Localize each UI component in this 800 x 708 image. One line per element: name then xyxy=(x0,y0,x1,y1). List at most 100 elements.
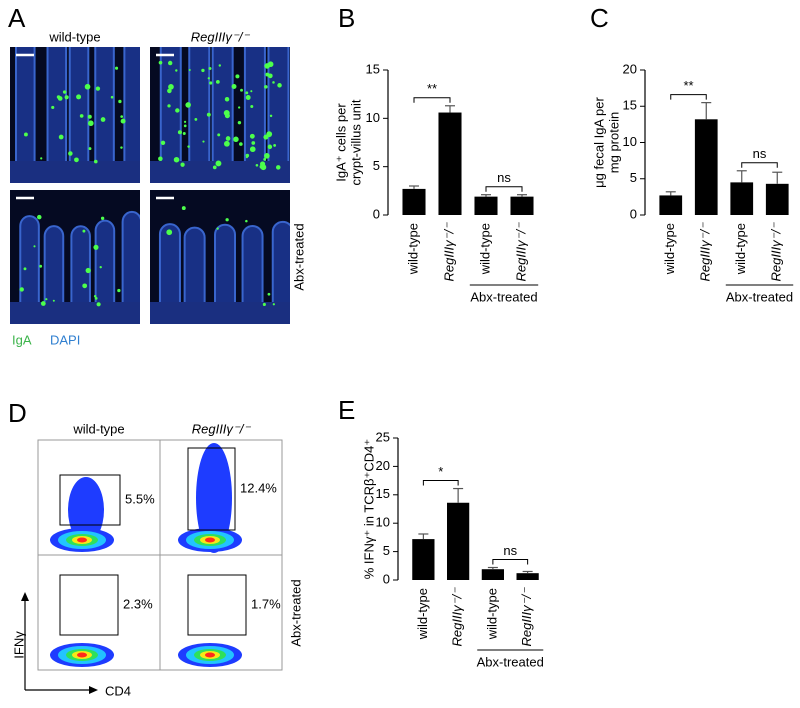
x-tick-label: wild-type xyxy=(477,223,492,275)
bar xyxy=(510,196,534,215)
bar xyxy=(659,195,683,215)
column-label: wild-type xyxy=(48,29,100,44)
iga-cell xyxy=(56,95,61,99)
density xyxy=(205,537,215,543)
iga-cell xyxy=(167,60,173,66)
iga-cell xyxy=(249,133,255,139)
iga-cell xyxy=(115,66,119,70)
iga-cell xyxy=(249,146,256,153)
x-tick-label: wild-type xyxy=(733,223,748,275)
y-tick-label: 0 xyxy=(373,206,380,221)
iga-cell xyxy=(263,157,267,161)
x-tick-label: wild-type xyxy=(662,223,677,275)
iga-cell xyxy=(237,106,241,109)
significance-bracket xyxy=(741,162,778,168)
villus xyxy=(121,210,140,324)
flow-x-label: CD4 xyxy=(105,683,131,698)
iga-cell xyxy=(118,99,122,104)
percentage: 5.5% xyxy=(125,491,155,506)
significance-label: ns xyxy=(753,146,767,161)
row-label: Abx-treated xyxy=(291,223,306,290)
bar xyxy=(481,569,504,580)
iga-cell xyxy=(117,288,121,293)
group-label: Abx-treated xyxy=(726,289,793,304)
iga-cell xyxy=(223,109,230,116)
iga-cell xyxy=(39,264,43,268)
iga-cell xyxy=(264,85,268,89)
iga-cell xyxy=(79,114,84,118)
iga-cell xyxy=(201,68,205,73)
iga-cell xyxy=(202,140,205,143)
iga-cell xyxy=(183,124,187,128)
iga-cell xyxy=(74,157,79,163)
error-bar xyxy=(522,570,533,574)
iga-cell xyxy=(267,73,273,79)
iga-cell xyxy=(187,145,190,148)
y-tick-label: 0 xyxy=(383,571,390,586)
x-tick-label: RegIIIγ⁻/⁻ xyxy=(450,587,465,647)
stain-label: IgA xyxy=(12,332,32,347)
iga-cell xyxy=(84,83,91,90)
density xyxy=(196,443,232,553)
significance-bracket xyxy=(670,94,707,100)
villus xyxy=(271,220,290,324)
iga-cell xyxy=(76,94,82,100)
arrow-head xyxy=(89,686,98,694)
villus xyxy=(214,223,237,324)
y-tick-label: 20 xyxy=(623,61,637,76)
x-tick-label: RegIIIγ⁻/⁻ xyxy=(441,222,456,282)
villus xyxy=(243,47,266,183)
iga-cell xyxy=(223,140,230,147)
iga-cell xyxy=(237,120,242,125)
gate xyxy=(187,574,247,636)
villus xyxy=(267,47,290,183)
iga-cell xyxy=(82,283,88,289)
iga-cell xyxy=(206,112,211,117)
bar xyxy=(474,196,498,215)
iga-cell xyxy=(87,114,92,119)
iga-cell xyxy=(93,159,98,164)
error-bar xyxy=(445,105,455,113)
iga-cell xyxy=(110,95,114,99)
iga-cell xyxy=(215,79,220,84)
iga-cell xyxy=(168,83,174,90)
iga-cell xyxy=(218,64,222,67)
significance-bracket xyxy=(413,97,451,103)
iga-cell xyxy=(250,90,253,93)
iga-cell xyxy=(182,132,186,136)
crypt-base xyxy=(150,161,290,183)
iga-cell xyxy=(19,287,24,292)
iga-cell xyxy=(82,229,86,233)
y-axis-label: μg fecal IgA per xyxy=(591,97,606,188)
y-tick-label: 20 xyxy=(376,458,390,473)
y-tick-label: 15 xyxy=(623,98,637,113)
x-tick-label: RegIIIγ⁻/⁻ xyxy=(769,222,784,282)
iga-cell xyxy=(216,227,219,230)
x-tick-label: RegIIIγ⁻/⁻ xyxy=(698,222,713,282)
iga-cell xyxy=(68,151,73,156)
stain-label: DAPI xyxy=(50,332,80,347)
y-tick-label: 5 xyxy=(373,158,380,173)
iga-cell xyxy=(100,216,105,220)
iga-cell xyxy=(175,69,178,72)
iga-cell xyxy=(269,114,273,118)
density xyxy=(68,477,104,543)
iga-cell xyxy=(45,298,48,301)
panel-letter: A xyxy=(8,3,26,33)
y-tick-label: 10 xyxy=(366,110,380,125)
micrograph xyxy=(10,190,140,324)
iga-cell xyxy=(158,156,163,162)
x-tick-label: wild-type xyxy=(415,588,430,640)
iga-cell xyxy=(272,81,275,84)
density xyxy=(77,537,87,543)
iga-cell xyxy=(180,162,185,167)
y-tick-label: 10 xyxy=(376,515,390,530)
iga-cell xyxy=(40,157,43,160)
iga-cell xyxy=(85,267,91,274)
error-bar xyxy=(418,533,429,540)
x-tick-label: RegIIIγ⁻/⁻ xyxy=(519,587,534,647)
y-tick-label: 15 xyxy=(376,486,390,501)
bar xyxy=(765,183,789,215)
iga-cell xyxy=(58,134,64,140)
